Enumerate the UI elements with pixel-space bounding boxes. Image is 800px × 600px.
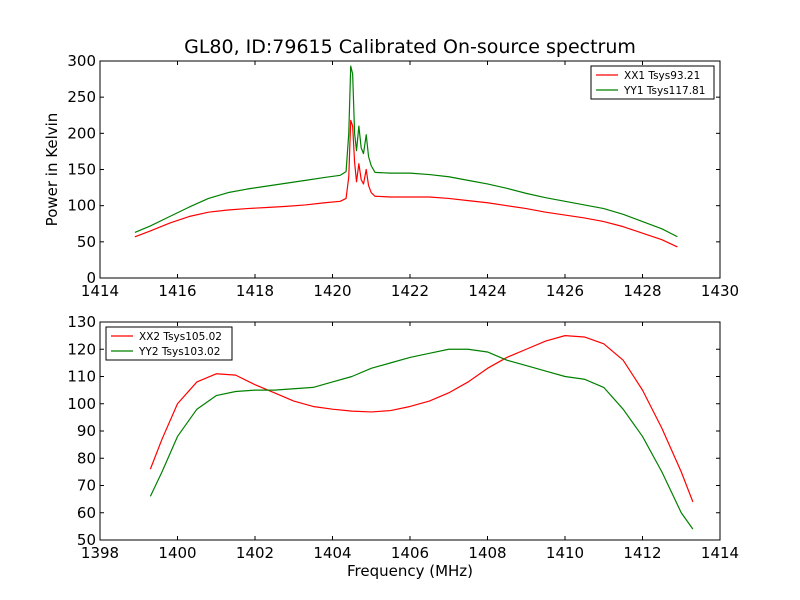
x-tick-label: 1406 bbox=[391, 544, 429, 562]
top-panel: 1414 1416 1418 1420 1422 1424 1426 1428 1430 0 50 1… bbox=[43, 52, 739, 300]
y-axis-label: Power in Kelvin bbox=[43, 113, 61, 227]
y-tick-label: 70 bbox=[77, 477, 96, 495]
x-tick-label: 1428 bbox=[623, 282, 661, 300]
y-tick-label: 100 bbox=[67, 395, 96, 413]
x-tick-label: 1412 bbox=[623, 544, 661, 562]
y-tick-label: 100 bbox=[67, 197, 96, 215]
x-tick-label: 1402 bbox=[236, 544, 274, 562]
x-tick-label: 1424 bbox=[468, 282, 506, 300]
x-tick-label: 1430 bbox=[701, 282, 739, 300]
x-tick-label: 1416 bbox=[158, 282, 196, 300]
series-line-1-1 bbox=[149, 348, 694, 530]
y-tick-label: 80 bbox=[77, 449, 96, 467]
x-tick-label: 1400 bbox=[158, 544, 196, 562]
legend-box bbox=[590, 65, 715, 100]
legend-entry: XX2 Tsys105.02 bbox=[139, 331, 222, 343]
y-tick-label: 50 bbox=[77, 531, 96, 549]
x-tick-label: 1426 bbox=[546, 282, 584, 300]
legend-box bbox=[105, 326, 233, 361]
y-tick-label: 50 bbox=[77, 233, 96, 251]
x-tick-label: 1408 bbox=[468, 544, 506, 562]
y-tick-label: 130 bbox=[67, 313, 96, 331]
x-axis-label: Frequency (MHz) bbox=[347, 562, 473, 580]
y-tick-label: 150 bbox=[67, 161, 96, 179]
x-tick-label: 1414 bbox=[81, 282, 119, 300]
legend-entry: YY2 Tsys103.02 bbox=[138, 346, 220, 358]
x-tick-label: 1404 bbox=[313, 544, 351, 562]
y-tick-label: 250 bbox=[67, 88, 96, 106]
y-tick-label: 120 bbox=[67, 340, 96, 358]
x-tick-label: 1420 bbox=[313, 282, 351, 300]
chart-title: GL80, ID:79615 Calibrated On-source spec… bbox=[184, 36, 636, 58]
x-tick-label: 1422 bbox=[391, 282, 429, 300]
x-tick-label: 1418 bbox=[236, 282, 274, 300]
x-tick-label: 1398 bbox=[81, 544, 119, 562]
y-tick-label: 90 bbox=[77, 422, 96, 440]
y-tick-label: 200 bbox=[67, 124, 96, 142]
x-tick-label: 1410 bbox=[546, 544, 584, 562]
y-tick-label: 300 bbox=[67, 52, 96, 70]
y-tick-label: 110 bbox=[67, 368, 96, 386]
y-tick-label: 0 bbox=[86, 269, 96, 287]
x-tick-label: 1414 bbox=[701, 544, 739, 562]
bottom-panel: 1398 1400 1402 1404 1406 1408 1410 1412 1414 50 60… bbox=[67, 313, 739, 562]
series-line-0-1 bbox=[134, 65, 678, 238]
y-tick-label: 60 bbox=[77, 504, 96, 522]
legend-0: XX1 Tsys93.21 YY1 Tsys117.81 bbox=[590, 65, 715, 100]
series-line-0-0 bbox=[134, 119, 678, 248]
legend-1: XX2 Tsys105.02 YY2 Tsys103.02 bbox=[105, 326, 233, 361]
series-line-1-0 bbox=[149, 335, 694, 503]
legend-entry: XX1 Tsys93.21 bbox=[624, 70, 700, 82]
legend-entry: YY1 Tsys117.81 bbox=[623, 85, 705, 97]
